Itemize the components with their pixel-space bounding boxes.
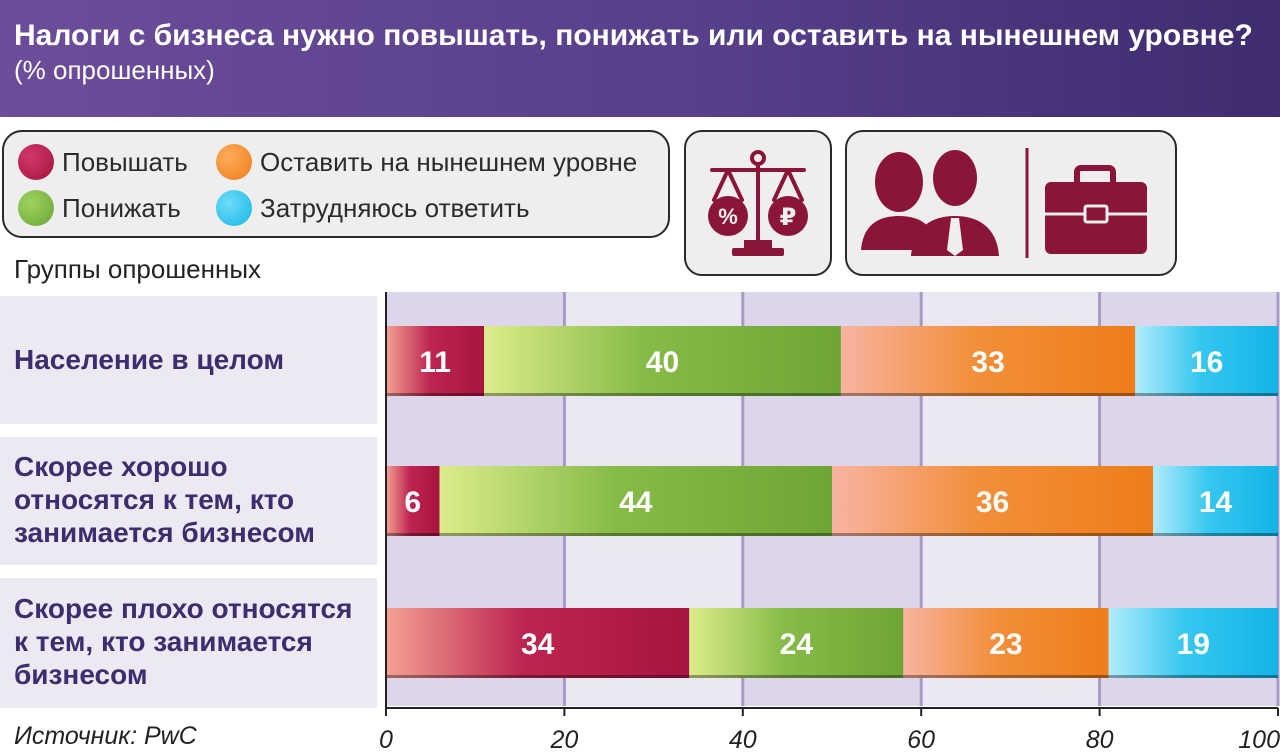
legend-item-lower: Понижать [18,190,181,226]
chart-subtitle: (% опрошенных) [14,55,215,85]
data-label: 40 [646,346,679,379]
scales-icon-box: % ₽ [684,130,832,276]
bar-segment [439,466,832,536]
data-label: 16 [1190,346,1223,379]
bar-segment [689,608,904,678]
bar-segment [386,608,690,678]
tick-label: 100 [1238,726,1280,754]
data-label: 6 [404,486,421,519]
category-row-bg [0,437,377,565]
legend-item-raise: Повышать [18,144,188,180]
data-label: 34 [521,628,555,661]
legend-label-lower: Понижать [62,192,181,223]
data-label: 44 [619,486,653,519]
svg-text:%: % [718,204,738,229]
legend-item-unsure: Затрудняюсь ответить [216,190,529,226]
tick-label: 0 [379,726,393,754]
tick-label: 60 [907,726,935,754]
bar-segment [903,608,1109,678]
x-axis: 0 20 40 60 80 100 [379,292,1280,754]
data-label: 14 [1199,486,1233,519]
data-label: 23 [989,628,1022,661]
bar-segment [386,466,440,536]
legend-swatch-keep [216,144,252,180]
legend-label-keep: Оставить на нынешнем уровне [260,146,638,177]
legend-item-keep: Оставить на нынешнем уровне [216,144,637,180]
bar-segment-shadow [439,533,832,536]
data-label: 19 [1177,628,1210,661]
tick-label: 80 [1086,726,1114,754]
category-row-bg [0,296,377,424]
bars: 11 40 33 16 6 44 36 14 34 24 23 19 [386,326,1278,678]
legend-label-unsure: Затрудняюсь ответить [260,192,530,223]
business-icons-box [845,130,1177,276]
legend-label-raise: Повышать [62,146,188,177]
svg-text:₽: ₽ [780,203,797,231]
bar-segment [832,466,1154,536]
data-label: 11 [419,346,451,379]
bar-segment-shadow [840,393,1136,396]
category-label: Скорее хорошо относятся к тем, кто заним… [14,451,315,548]
bar-segment [484,326,841,396]
tick-label: 20 [549,726,578,754]
source-note: Источник: PwC [14,722,197,750]
chart-header: Налоги с бизнеса нужно повышать, понижат… [0,0,1280,117]
briefcase-icon [1045,165,1147,254]
legend-swatch-raise [18,144,54,180]
legend: Повышать Оставить на нынешнем уровне Пон… [2,130,670,238]
bar-segment [1153,466,1278,536]
people-icon [861,150,999,256]
bar-segment [840,326,1136,396]
tick-label: 40 [729,726,757,754]
data-label: 33 [971,346,1004,379]
data-label: 36 [976,486,1009,519]
bar-segment-shadow [386,533,440,536]
bar-segment-shadow [386,675,690,678]
bar-segment-shadow [903,675,1109,678]
groups-label: Группы опрошенных [14,254,262,284]
data-label: 24 [780,628,814,661]
bar-segment [386,326,485,396]
category-row-bg [0,578,377,708]
bar-segment-shadow [1108,675,1278,678]
bar-segment-shadow [386,393,485,396]
bar-segment-shadow [484,393,841,396]
bar-segment-shadow [1153,533,1278,536]
people-and-briefcase-icons [861,148,1147,258]
bar-segment [1135,326,1278,396]
category-label: Скорее плохо относятся к тем, кто занима… [14,593,353,690]
chart-title: Налоги с бизнеса нужно повышать, понижат… [14,19,1253,52]
bar-segment [1108,608,1278,678]
legend-swatch-unsure [216,190,252,226]
bar-segment-shadow [689,675,904,678]
bar-segment-shadow [832,533,1154,536]
category-label: Население в целом [14,344,285,375]
legend-swatch-lower [18,190,54,226]
scales-icon: % ₽ [708,150,808,256]
bar-segment-shadow [1135,393,1278,396]
